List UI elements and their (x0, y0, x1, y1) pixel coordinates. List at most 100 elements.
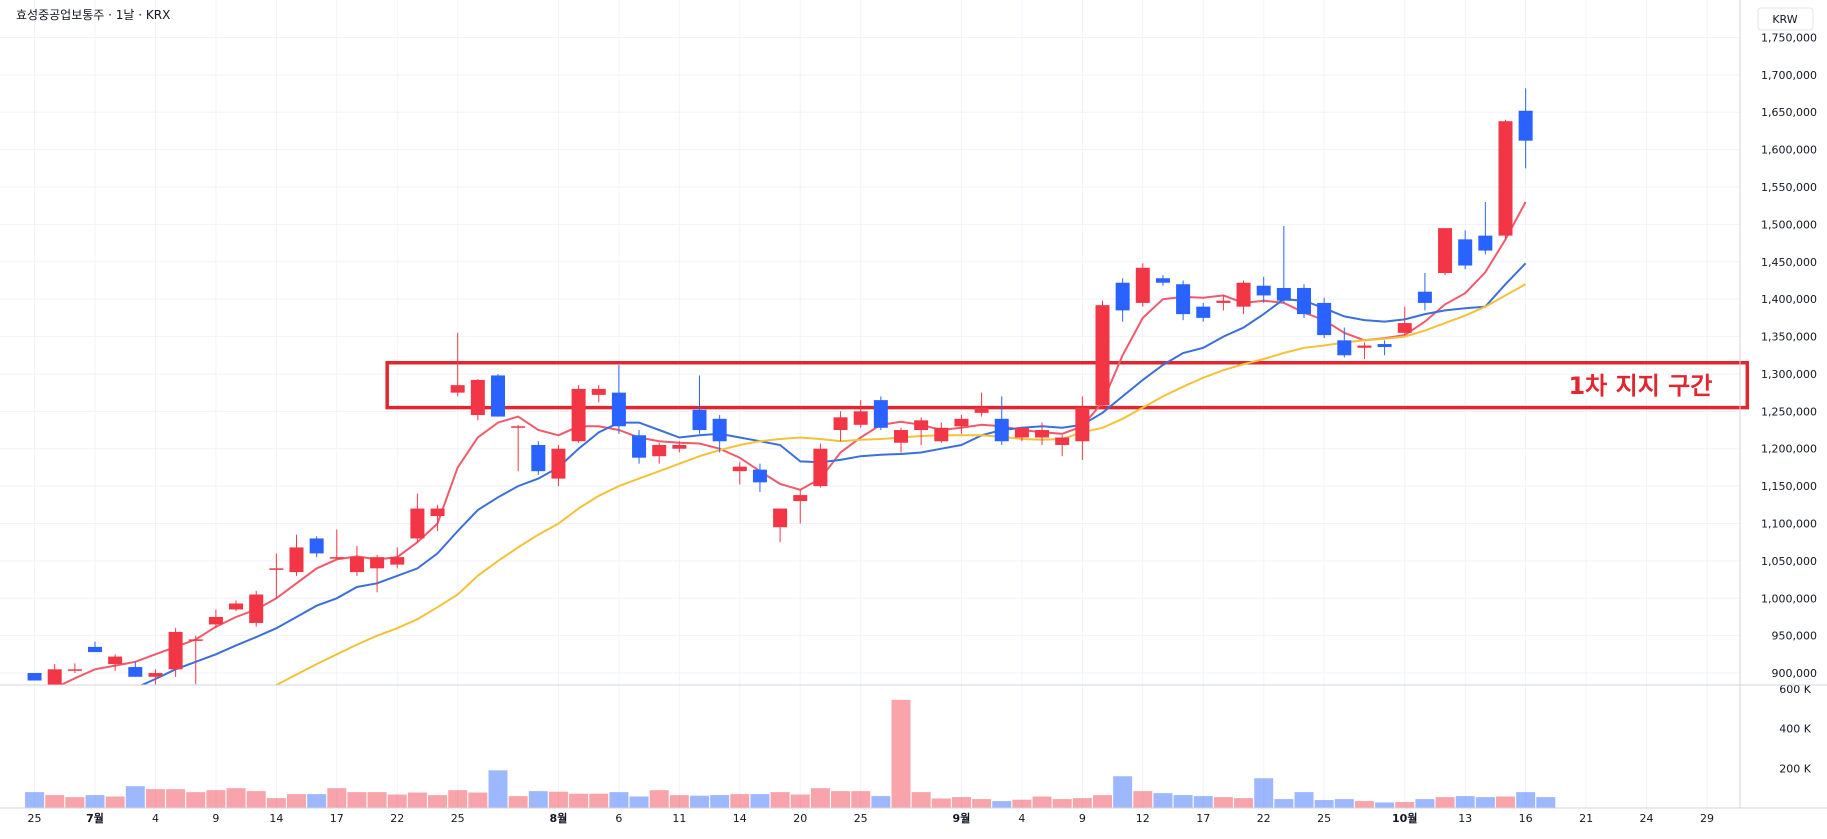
moving-average-line-1 (58, 201, 1527, 685)
candle-body (289, 547, 304, 573)
price-tick-label: 950,000 (1772, 630, 1818, 643)
candle-body (1256, 285, 1271, 296)
volume-bar (45, 795, 65, 808)
candle (1276, 225, 1291, 303)
candle (894, 427, 908, 453)
volume-bar (851, 791, 871, 808)
candle-body (1397, 323, 1412, 333)
support-zone-layer: 1차 지지 구간 (385, 360, 1750, 410)
candle-body (1337, 340, 1352, 356)
volume-bar (1173, 795, 1193, 808)
volume-layer (25, 699, 1556, 808)
volume-bar (1415, 799, 1435, 808)
volume-bar (1395, 802, 1415, 808)
time-tick-label: 25 (1317, 812, 1331, 825)
candle (1075, 396, 1090, 460)
grid (0, 0, 1740, 808)
candle (813, 443, 828, 488)
candle (1135, 263, 1150, 307)
time-tick-label: 21 (1579, 812, 1593, 825)
volume-tick-label: 600 K (1779, 683, 1811, 696)
candle-body (1155, 278, 1170, 283)
candle-body (229, 603, 244, 610)
candle-body (88, 646, 102, 653)
volume-bar (428, 795, 448, 808)
candle (329, 529, 344, 560)
candle (1297, 284, 1311, 318)
volume-bar (609, 792, 629, 808)
support-zone-box (385, 360, 1750, 410)
time-tick-label: 14 (733, 812, 747, 825)
candle (611, 364, 626, 434)
candle-body (67, 669, 82, 671)
volume-bar (1455, 796, 1475, 808)
candle (511, 424, 526, 472)
volume-bar (206, 790, 226, 808)
volume-bar (730, 794, 750, 808)
candle (1438, 228, 1453, 276)
candle (1256, 276, 1271, 303)
candle-body (1276, 287, 1291, 301)
volume-bar (1052, 799, 1072, 808)
candle-body (1176, 284, 1191, 315)
volume-bar (105, 796, 125, 808)
candle (1377, 340, 1392, 356)
price-tick-label: 1,450,000 (1761, 256, 1817, 269)
candle (1216, 295, 1231, 311)
volume-bar (790, 794, 810, 808)
candle (1176, 280, 1191, 321)
candle-body (813, 448, 828, 487)
moving-average-line-2 (139, 262, 1527, 685)
candle-body (329, 557, 344, 559)
candle (974, 392, 989, 417)
volume-bar (468, 792, 488, 808)
volume-bar (770, 792, 790, 808)
volume-bar (287, 794, 306, 808)
volume-bar (1274, 799, 1294, 808)
candle (914, 417, 929, 445)
candle (1518, 88, 1533, 169)
candle-body (632, 435, 647, 458)
currency-badge[interactable] (1757, 7, 1814, 31)
volume-bar (1294, 792, 1314, 808)
volume-bar (589, 793, 609, 808)
volume-tick-label: 200 K (1779, 762, 1811, 775)
candle-body (571, 388, 586, 442)
candle (108, 654, 123, 671)
candle-body (1438, 228, 1453, 274)
price-tick-label: 1,100,000 (1761, 517, 1817, 530)
time-tick-label: 9월 (953, 811, 971, 825)
candle (1337, 327, 1352, 358)
volume-bar (528, 791, 548, 808)
volume-bar (1213, 797, 1233, 808)
volume-bar (1334, 799, 1354, 808)
candle-body (853, 411, 868, 425)
candle-body (793, 495, 808, 502)
volume-bar (669, 795, 689, 808)
candle (188, 635, 203, 685)
volume-bar (488, 770, 508, 808)
candle-body (611, 392, 626, 427)
candle-body (531, 444, 546, 472)
candle (1417, 273, 1432, 311)
candle (168, 628, 183, 677)
candle-body (652, 444, 667, 457)
candle-body (873, 400, 888, 428)
candle (1478, 201, 1493, 255)
time-tick-label: 10월 (1392, 811, 1417, 825)
volume-bar (1133, 791, 1153, 808)
volume-bar (931, 798, 951, 808)
candle (672, 441, 687, 453)
time-tick-label: 24 (1640, 812, 1654, 825)
price-tick-label: 1,650,000 (1761, 106, 1817, 119)
candle-body (1377, 344, 1392, 348)
candle-body (128, 667, 143, 677)
candle-body (752, 469, 767, 483)
time-tick-label: 7월 (86, 811, 104, 825)
candle (88, 641, 102, 653)
price-tick-label: 1,150,000 (1761, 480, 1817, 493)
volume-bar (85, 795, 105, 808)
candle (934, 422, 949, 443)
volume-bar (690, 795, 709, 808)
